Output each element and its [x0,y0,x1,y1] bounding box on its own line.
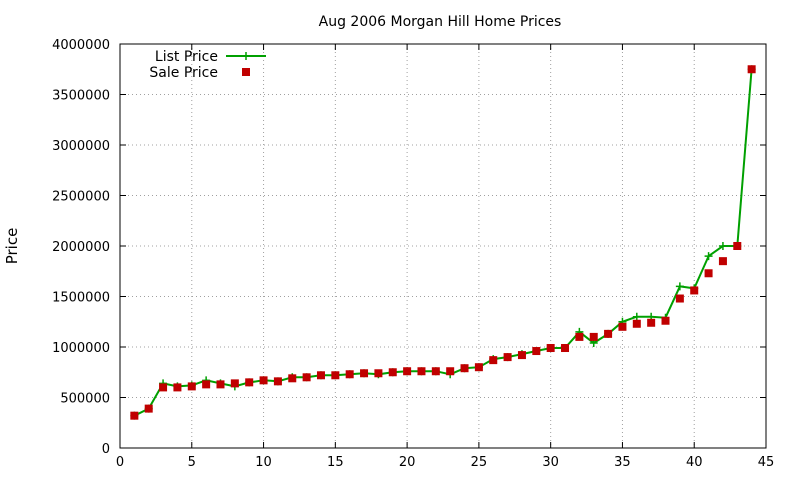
sale-price-point [374,369,383,378]
y-axis-title: Price [3,228,21,265]
sale-price-point [647,318,656,327]
list-price-point [718,242,727,250]
legend-label-sale-price: Sale Price [149,65,218,81]
sale-price-point [690,286,699,295]
sale-price-point [187,382,196,391]
sale-price-point [546,344,555,353]
sale-price-point [245,378,254,387]
sale-price-point [604,329,613,338]
sale-price-point [474,363,483,372]
chart-title: Aug 2006 Morgan Hill Home Prices [319,14,562,30]
sale-price-point [173,383,182,392]
x-tick-label: 30 [542,455,559,470]
sale-price-point [618,322,627,331]
sale-price-point [733,242,742,250]
x-tick-label: 35 [614,455,631,470]
sale-price-point [718,257,727,266]
x-tick-label: 45 [758,455,775,470]
y-tick-label: 3000000 [52,139,110,154]
legend-marker-list-price [242,52,250,60]
sale-price-point [589,332,598,341]
sale-price-point [431,367,440,376]
sale-price-point [632,319,641,328]
sale-price-point [561,344,570,353]
sale-price-point [747,65,756,74]
y-tick-label: 500000 [60,392,110,407]
sale-price-point [202,380,211,389]
sale-price-point [360,369,369,378]
sale-price-point [302,373,311,382]
y-tick-label: 1500000 [52,291,110,306]
x-tick-label: 25 [471,455,488,470]
legend-label-list-price: List Price [155,49,218,65]
x-tick-label: 40 [686,455,703,470]
y-tick-label: 2500000 [52,190,110,205]
sale-price-point [417,367,426,376]
sale-price-point [259,376,268,385]
sale-price-point [331,371,340,380]
sale-price-point [704,269,713,278]
sale-price-point [460,364,469,373]
sale-price-point [661,316,670,325]
sale-price-point [216,380,225,389]
sale-price-point [532,347,541,356]
sale-price-point [144,404,153,413]
list-price-series [130,65,756,420]
sale-price-point [403,367,412,376]
sale-price-point [575,332,584,341]
legend-marker-sale-price [242,68,250,76]
x-tick-label: 20 [399,455,416,470]
series-group [130,65,756,420]
sale-price-point [288,374,297,383]
y-tick-label: 1000000 [52,341,110,356]
axis-ticks: 0 5 10 15 20 25 30 35 40 45 0 500000 1000000 1500000 2… [52,38,774,470]
y-tick-label: 3500000 [52,89,110,104]
list-price-point [704,252,713,261]
sale-price-point [675,294,684,303]
x-tick-label: 10 [255,455,272,470]
y-tick-label: 2000000 [52,240,110,255]
sale-price-point [446,367,455,376]
sale-price-point [388,368,397,377]
sale-price-point [503,353,512,362]
x-tick-label: 0 [116,455,124,470]
sale-price-point [230,379,239,388]
sale-price-point [273,377,282,386]
y-tick-label: 4000000 [52,38,110,53]
y-tick-label: 0 [102,442,110,457]
sale-price-point [517,351,526,360]
sale-price-point [316,371,325,380]
sale-price-point [345,370,354,379]
sale-price-point [159,383,168,392]
sale-price-point [489,356,498,365]
sale-price-point [130,411,139,420]
list-price-line [133,69,753,417]
x-tick-label: 5 [188,455,196,470]
x-tick-label: 15 [327,455,344,470]
sale-price-series [130,65,756,420]
list-price-point [675,282,684,291]
list-price-point [632,312,641,321]
